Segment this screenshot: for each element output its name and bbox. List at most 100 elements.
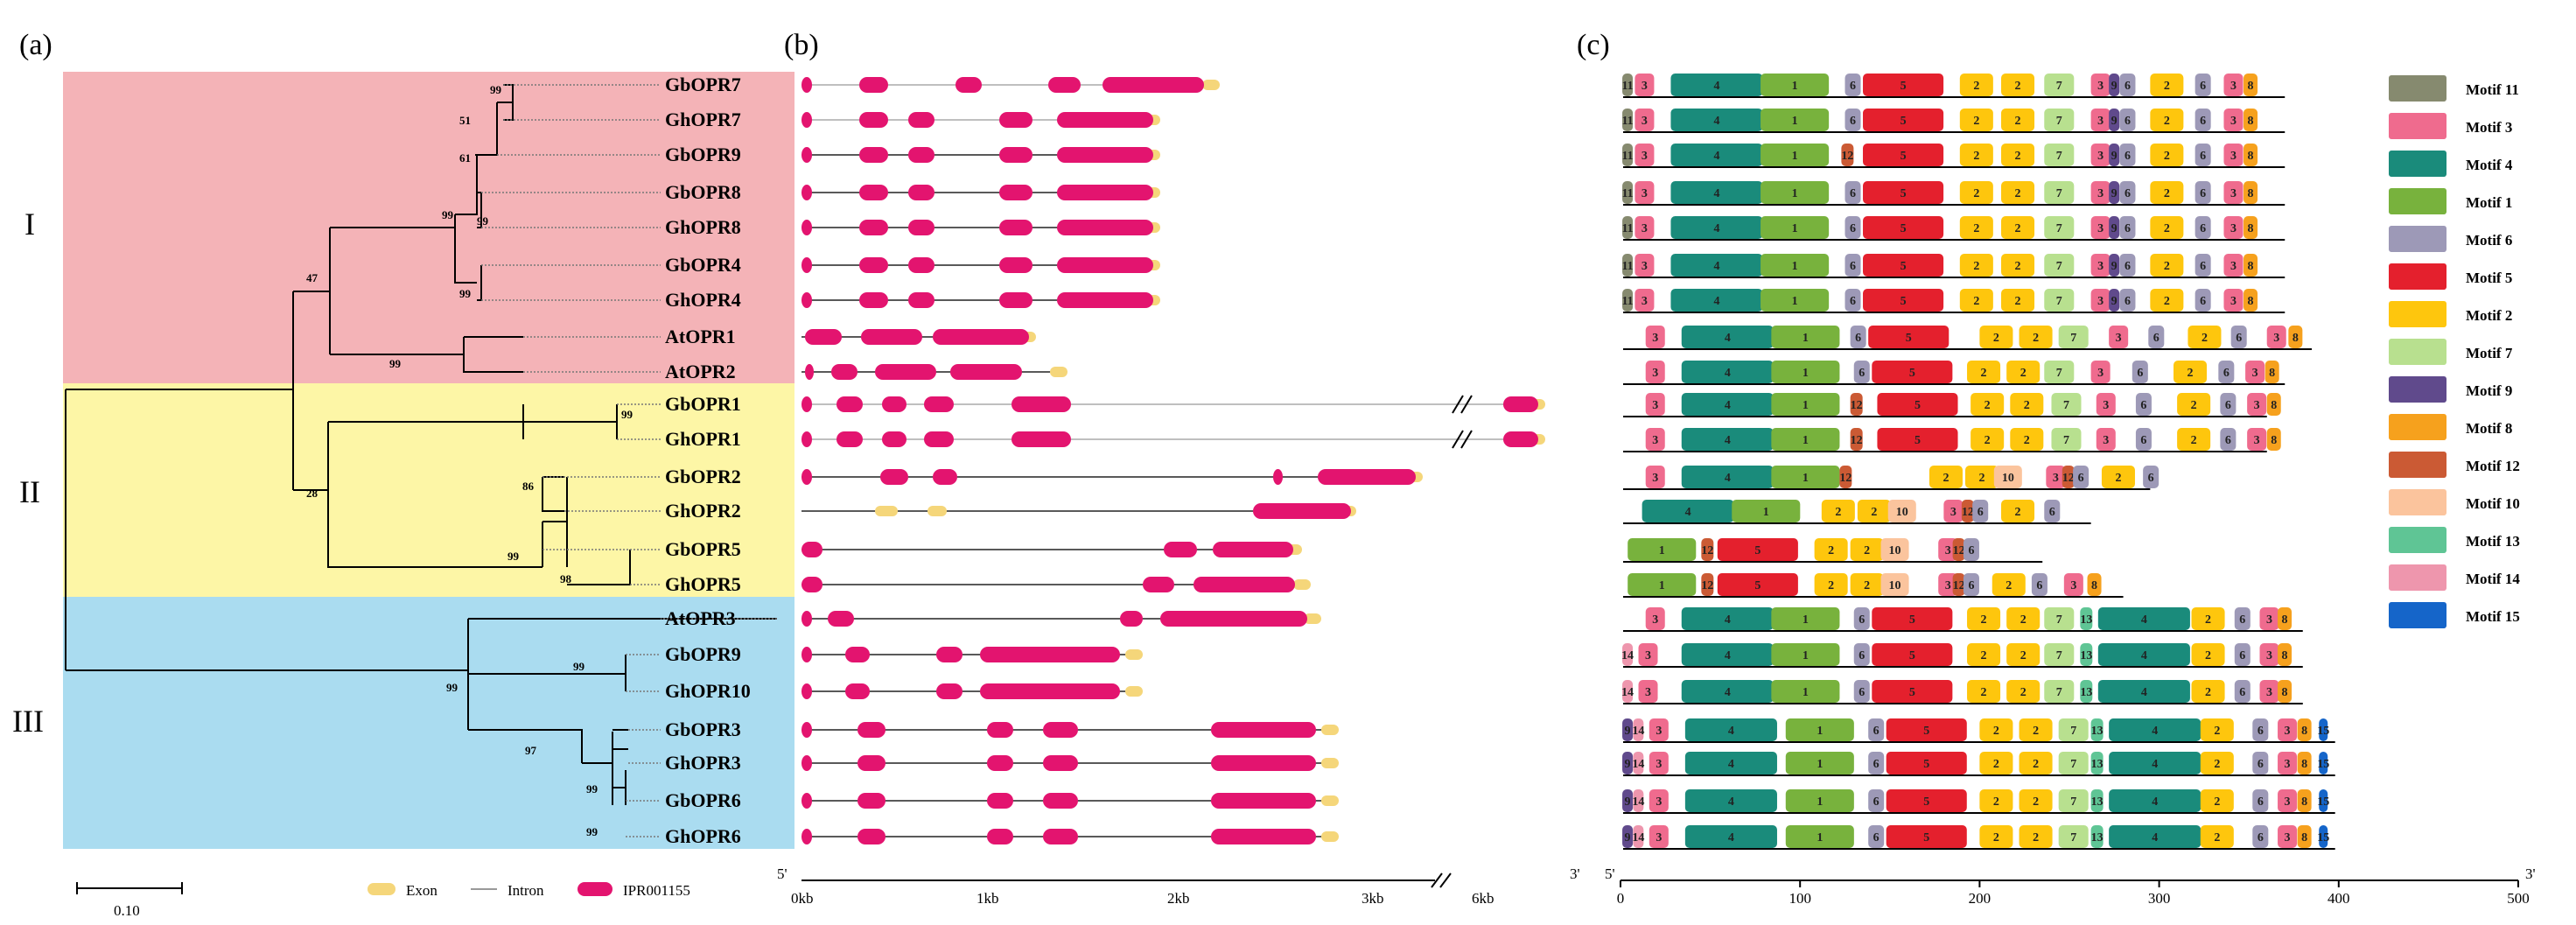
bootstrap-value: 99 [459,287,472,300]
motif-legend: Motif 11 Motif 3 Motif 4 Motif 1 Motif 6 Moti… [2389,75,2520,628]
legend-label-motif-4: Motif 4 [2466,157,2513,173]
gene-name-gbopr9: GbOPR9 [665,144,741,165]
motif-id-label: 6 [2200,260,2206,273]
motif-id-label: 6 [1978,506,1984,519]
motif-id-label: 6 [1873,725,1880,738]
motif-box-2 [2191,607,2225,630]
motif-box-10 [1993,466,2022,488]
motif-id-label: 15 [2317,725,2329,738]
motif-box-7 [2044,254,2075,277]
motif-box-6 [1972,500,1989,522]
motif-id-label: 4 [2141,649,2147,662]
motif-id-label: 5 [1909,613,1915,627]
motif-id-label: 6 [2124,150,2131,163]
motif-id-label: 5 [1914,399,1921,412]
motif-box-2 [2001,254,2035,277]
motif-id-label: 6 [2223,367,2230,380]
motif-id-label: 2 [1973,115,1979,128]
motif-box-9 [1622,752,1634,774]
motif-id-label: 2 [1973,187,1979,200]
tick-1kb: 1kb [976,890,999,907]
motif-id-label: 1 [1802,649,1809,662]
domain-exon [1211,722,1316,738]
motif-id-label: 2 [1942,472,1949,485]
motif-id-label: 4 [1714,187,1720,200]
motif-id-label: 2 [1993,725,1999,738]
domain-exon [802,292,812,308]
exon [1321,831,1339,842]
motif-id-label: 4 [1725,649,1731,662]
motif-id-label: 7 [2056,295,2062,308]
domain-exon [987,755,1013,771]
motif-box-2 [2150,144,2184,166]
motif-id-label: 7 [2056,367,2062,380]
motif-id-label: 6 [2239,613,2245,627]
motif-id-label: 7 [2056,222,2062,235]
motif-box-9 [1622,718,1634,741]
motif-id-label: 9 [2111,295,2118,308]
motif-box-14 [1633,825,1644,848]
bootstrap-value: 86 [522,480,535,493]
motif-box-7 [2058,718,2089,741]
domain-exon [1043,793,1078,809]
domain-exon [858,793,886,809]
motif-box-6 [2252,789,2269,812]
motif-row: 11 3 4 1 12 5 2 2 7 3 9 6 2 6 3 8 [1621,144,2286,168]
motif-id-label: 12 [2062,472,2075,485]
domain-exon [999,220,1032,235]
motif-id-label: 6 [1968,544,1974,557]
motif-box-3 [2278,825,2298,848]
motif-id-label: 2 [1984,434,1991,447]
motif-id-label: 6 [2239,686,2245,699]
motif-id-label: 4 [1714,115,1720,128]
motif-box-5 [1886,825,1967,848]
motif-box-3 [2245,361,2265,383]
motif-id-label: 6 [1858,686,1865,699]
motif-box-2 [1959,216,1993,239]
exon [1125,649,1143,660]
motif-axis: 5' 3' 0 100 200 300 400 500 [1605,865,2536,907]
motif-box-3 [2278,752,2298,774]
motif-id-label: 11 [1621,295,1633,308]
legend-label-motif-7: Motif 7 [2466,345,2513,361]
motif-id-label: 4 [1728,725,1734,738]
motif-id-label: 3 [2116,332,2122,345]
motif-id-label: 7 [2063,399,2069,412]
domain-exon [908,147,934,163]
motif-box-6 [2194,216,2211,239]
motif-box-8 [2244,216,2258,239]
gene-structure-row [802,430,1545,449]
motif-row: 4 1 2 2 10 3 12 6 2 6 [1623,500,2091,524]
motif-id-label: 2 [2033,332,2039,345]
motif-box-5 [1877,428,1958,451]
motif-box-2 [1979,825,2013,848]
motif-box-4 [1681,643,1774,666]
motif-id-label: 6 [2124,260,2131,273]
motif-box-8 [2297,825,2312,848]
motif-box-4 [1681,466,1774,488]
motif-box-6 [2119,109,2136,131]
motif-id-label: 1 [1792,115,1798,128]
motif-id-label: 4 [2141,613,2147,627]
motif-id-label: 10 [1889,579,1901,592]
motif-id-label: 2 [2020,686,2026,699]
motif-box-3 [1645,361,1665,383]
motif-id-label: 3 [2097,80,2104,93]
bootstrap-value: 97 [525,744,537,757]
gene-name-atopr3: AtOPR3 [665,607,736,629]
domain-exon [999,147,1032,163]
motif-id-label: 3 [2053,472,2059,485]
legend-swatch-motif-6 [2389,226,2446,252]
motif-box-12 [2062,466,2075,488]
motif-box-2 [2150,216,2184,239]
motif-id-label: 5 [1909,649,1915,662]
domain-exon [859,147,888,163]
motif-box-2 [2200,752,2234,774]
domain-exon [1057,112,1153,128]
domain-exon [1012,396,1071,412]
motif-box-8 [2297,789,2312,812]
domain-exon [933,469,957,485]
motif-box-6 [1853,607,1870,630]
gene-name-gbopr3: GbOPR3 [665,718,741,740]
motif-id-label: 11 [1621,187,1633,200]
